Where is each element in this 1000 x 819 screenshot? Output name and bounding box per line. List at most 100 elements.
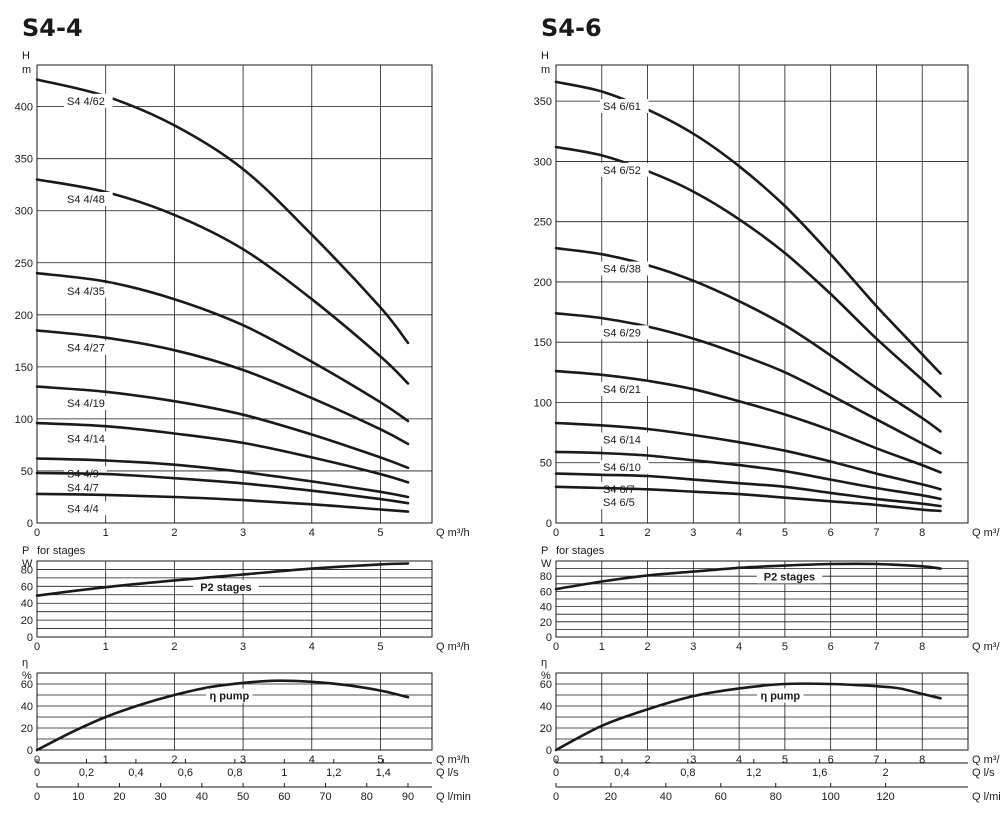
extra-axis-tick-label: 1,2 [326,767,341,779]
x-tick-label: 5 [377,641,383,653]
series-label: P2 stages [200,582,251,594]
x-axis-label: Q m³/h [972,754,1000,766]
plot-frame [555,672,969,751]
plot-frame [36,560,433,638]
x-tick-label: 1 [599,754,605,766]
y-tick-label: 0 [546,745,552,757]
plot-frame [555,560,969,638]
series-label: S4 6/14 [603,434,641,446]
extra-axis-tick-label: 0 [553,767,559,779]
y-axis-unit: m [541,64,550,76]
x-tick-label: 4 [309,641,315,653]
x-tick-label: 2 [171,754,177,766]
y-tick-label: 100 [15,414,33,426]
plot-frame [36,64,433,524]
x-tick-label: 3 [690,754,696,766]
y-tick-label: 250 [15,258,33,270]
extra-axis-tick-label: 50 [237,791,249,803]
extra-axis-tick-label: 0 [34,767,40,779]
extra-axis-tick-label: 2 [883,767,889,779]
y-tick-label: 40 [540,701,552,713]
y-tick-label: 100 [534,397,552,409]
extra-axis-tick-label: 70 [319,791,331,803]
x-tick-label: 4 [736,754,742,766]
series-line [35,78,410,345]
y-tick-label: 0 [546,518,552,530]
series-label: S4 6/5 [603,497,635,509]
y-axis-label: P [541,545,548,557]
y-axis-unit: m [22,64,31,76]
extra-axis-tick-label: 80 [361,791,373,803]
extra-axis-tick-label: 0,6 [178,767,193,779]
y-tick-label: 20 [21,723,33,735]
extra-axis-tick-label: 120 [876,791,894,803]
series-label: η pump [760,690,800,702]
extra-axis-tick-label: 40 [196,791,208,803]
plot-frame [555,64,969,524]
y-tick-label: 80 [21,564,33,576]
series-label-bg [600,495,643,510]
extra-axis-tick-label: 0,8 [680,767,695,779]
series-label-bg [600,381,649,396]
x-tick-label: 1 [103,754,109,766]
series-line [554,421,942,491]
series-label: S4 4/7 [67,482,99,494]
extra-axis-tick-label: 0,8 [227,767,242,779]
x-tick-label: 8 [919,527,925,539]
extra-axis-tick-label: 40 [660,791,672,803]
x-tick-label: 5 [782,754,788,766]
x-tick-label: 2 [644,641,650,653]
y-axis-note: for stages [37,545,86,557]
series-label: S4 6/21 [603,384,641,396]
x-tick-label: 3 [240,527,246,539]
x-tick-label: 2 [171,641,177,653]
y-tick-label: 0 [546,632,552,644]
series-line [554,369,942,474]
y-tick-label: 40 [21,598,33,610]
extra-axis-tick-label: 1,4 [376,767,391,779]
x-tick-label: 3 [690,527,696,539]
y-axis-label: η [22,657,28,669]
series-label: S4 6/29 [603,327,641,339]
y-tick-label: 150 [534,337,552,349]
extra-axis-tick-label: 20 [605,791,617,803]
extra-axis-tick-label: 1,2 [746,767,761,779]
x-tick-label: 0 [553,527,559,539]
x-tick-label: 1 [599,527,605,539]
extra-axis-ls: 0 0,2 0,4 0,6 0,8 1 1,2 1,4 Q l/s [34,759,459,779]
y-tick-label: 250 [534,217,552,229]
series-label-bg [64,340,113,355]
subplot-efficiency: 0123456780204060Q m³/hη%η pump [540,657,1000,766]
series-line [554,485,942,513]
series-label-bg [64,191,113,206]
extra-axis-unit: Q l/min [436,791,471,803]
y-axis-note: for stages [556,545,605,557]
x-axis-label: Q m³/h [436,754,470,766]
x-axis-label: Q m³/h [972,527,1000,539]
series-line [35,471,410,505]
extra-axis-tick-label: 30 [155,791,167,803]
series-line [35,492,410,513]
x-tick-label: 4 [309,527,315,539]
y-tick-label: 40 [540,602,552,614]
y-tick-label: 350 [15,154,33,166]
y-axis-label: P [22,545,29,557]
series-label-bg [600,98,649,113]
series-line [554,472,942,508]
series-label-bg [64,395,113,410]
x-tick-label: 2 [644,527,650,539]
series-label-bg [64,93,113,108]
extra-axis-tick-label: 20 [113,791,125,803]
series-line [35,329,410,446]
y-tick-label: 0 [27,518,33,530]
series-label-bg [64,480,107,495]
extra-axis-tick-label: 0,2 [79,767,94,779]
series-label: S4 6/52 [603,165,641,177]
y-tick-label: 50 [21,466,33,478]
series-line [554,450,942,501]
extra-axis-tick-label: 10 [72,791,84,803]
y-tick-label: 0 [27,745,33,757]
